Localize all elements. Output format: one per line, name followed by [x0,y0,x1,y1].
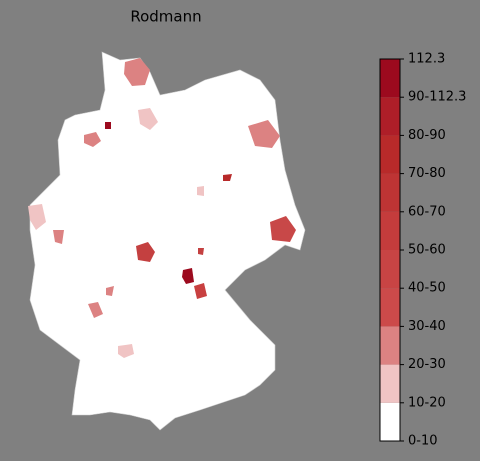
region [118,344,134,358]
region [105,122,111,129]
colorbar-label: 50-60 [408,243,446,258]
colorbar-segment [380,211,400,250]
map-title: Rodmann [130,8,201,26]
colorbar-label: 40-50 [408,281,446,296]
colorbar-segment [380,97,400,136]
region [53,230,64,244]
colorbar-segment [380,59,400,98]
colorbar-label: 0-10 [408,434,438,449]
region [124,58,150,86]
region [106,286,114,296]
colorbar-label: 10-20 [408,395,446,410]
colorbar-segment [380,173,400,212]
region [223,174,232,181]
colorbar-label: 30-40 [408,319,446,334]
colorbar-segment [380,250,400,289]
colorbar-label: 20-30 [408,357,446,372]
region [182,268,194,284]
map [28,51,306,431]
region [28,204,46,230]
colorbar-label: 112.3 [408,52,445,67]
colorbar-segment [380,326,400,365]
colorbar-label: 70-80 [408,166,446,181]
region [198,248,204,255]
colorbar-label: 60-70 [408,204,446,219]
region [136,242,155,262]
region [248,120,280,148]
colorbar-label: 90-112.3 [408,90,466,105]
region [270,216,296,242]
colorbar: 0-10 10-20 20-30 30-40 40-50 50-60 60-70 70-80 8… [379,52,466,449]
colorbar-segment [380,135,400,174]
region [138,108,158,130]
region [88,302,103,318]
colorbar-segment [380,402,400,441]
colorbar-segment [380,364,400,403]
region [197,186,204,196]
colorbar-label: 80-90 [408,128,446,143]
regions [28,58,296,358]
region [84,132,101,147]
region [194,283,207,299]
colorbar-segment [380,288,400,327]
